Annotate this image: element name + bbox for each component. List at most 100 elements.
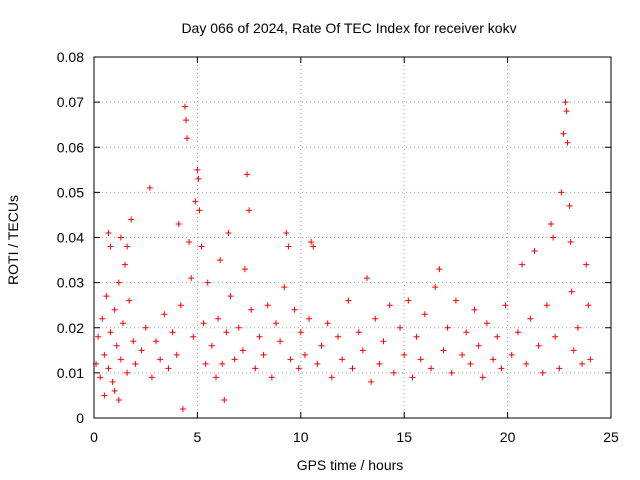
y-tick-label: 0.03	[57, 275, 84, 291]
data-point	[177, 302, 184, 309]
x-tick-label: 5	[194, 429, 202, 445]
data-point	[560, 130, 567, 137]
data-point	[556, 365, 563, 372]
data-point	[246, 207, 253, 214]
y-tick-label: 0.01	[57, 365, 84, 381]
data-point	[105, 365, 112, 372]
y-tick-label: 0.02	[57, 320, 84, 336]
data-point	[256, 333, 263, 340]
data-point	[101, 392, 108, 399]
data-point	[535, 342, 542, 349]
data-point	[281, 284, 288, 291]
data-point	[165, 365, 172, 372]
data-point	[181, 103, 188, 110]
x-tick-label: 25	[603, 429, 619, 445]
data-point	[217, 257, 224, 264]
data-point	[260, 351, 267, 358]
data-point	[215, 315, 222, 322]
data-point	[314, 360, 321, 367]
data-point	[277, 338, 284, 345]
data-point	[558, 189, 565, 196]
data-point	[562, 99, 569, 106]
data-point	[204, 279, 211, 286]
data-point	[119, 320, 126, 327]
data-point	[198, 243, 205, 250]
y-tick-label: 0.05	[57, 184, 84, 200]
data-point	[328, 374, 335, 381]
data-point	[440, 347, 447, 354]
data-point	[138, 347, 145, 354]
data-point	[122, 261, 129, 268]
x-tick-label: 10	[293, 429, 309, 445]
data-point	[568, 288, 575, 295]
data-point	[452, 297, 459, 304]
data-point	[345, 297, 352, 304]
data-point	[101, 351, 108, 358]
data-point	[444, 324, 451, 331]
data-point	[183, 117, 190, 124]
data-point	[95, 333, 102, 340]
x-tick-label: 20	[500, 429, 516, 445]
data-point	[190, 333, 197, 340]
data-point	[244, 171, 251, 178]
data-point	[401, 351, 408, 358]
data-point	[111, 387, 118, 394]
data-point	[126, 297, 133, 304]
data-point	[157, 356, 164, 363]
chart-title: Day 066 of 2024, Rate Of TEC Index for r…	[181, 20, 516, 36]
data-point	[223, 329, 230, 336]
data-point	[475, 342, 482, 349]
data-point	[130, 338, 137, 345]
data-point	[202, 360, 209, 367]
data-point	[359, 347, 366, 354]
data-point	[235, 324, 242, 331]
data-point	[310, 243, 317, 250]
data-point	[514, 329, 521, 336]
data-point	[459, 351, 466, 358]
data-point	[579, 360, 586, 367]
data-point	[479, 374, 486, 381]
data-point	[287, 356, 294, 363]
data-point	[368, 378, 375, 385]
data-point	[376, 360, 383, 367]
data-point	[349, 365, 356, 372]
data-point	[295, 365, 302, 372]
data-point	[308, 239, 315, 246]
data-point	[297, 329, 304, 336]
data-point	[567, 239, 574, 246]
data-point	[239, 347, 246, 354]
y-tick-label: 0.06	[57, 139, 84, 155]
data-point	[109, 378, 116, 385]
data-point	[252, 365, 259, 372]
data-point	[436, 266, 443, 273]
data-point	[306, 315, 313, 322]
data-point	[564, 139, 571, 146]
data-point	[107, 329, 114, 336]
data-point	[208, 342, 215, 349]
data-point	[490, 356, 497, 363]
data-point	[428, 365, 435, 372]
data-point	[570, 347, 577, 354]
y-axis-label: ROTI / TECUs	[5, 195, 21, 285]
data-point	[221, 396, 228, 403]
data-points	[93, 99, 594, 412]
data-point	[318, 342, 325, 349]
x-tick-label: 15	[396, 429, 412, 445]
data-point	[502, 302, 509, 309]
data-point	[355, 329, 362, 336]
data-point	[587, 356, 594, 363]
data-point	[142, 324, 149, 331]
y-tick-label: 0.08	[57, 49, 84, 65]
data-point	[421, 311, 428, 318]
data-point	[548, 220, 555, 227]
data-point	[432, 284, 439, 291]
data-point	[397, 324, 404, 331]
data-point	[268, 374, 275, 381]
data-point	[128, 216, 135, 223]
data-point	[324, 320, 331, 327]
data-point	[115, 396, 122, 403]
y-tick-label: 0	[76, 410, 84, 426]
data-point	[390, 369, 397, 376]
